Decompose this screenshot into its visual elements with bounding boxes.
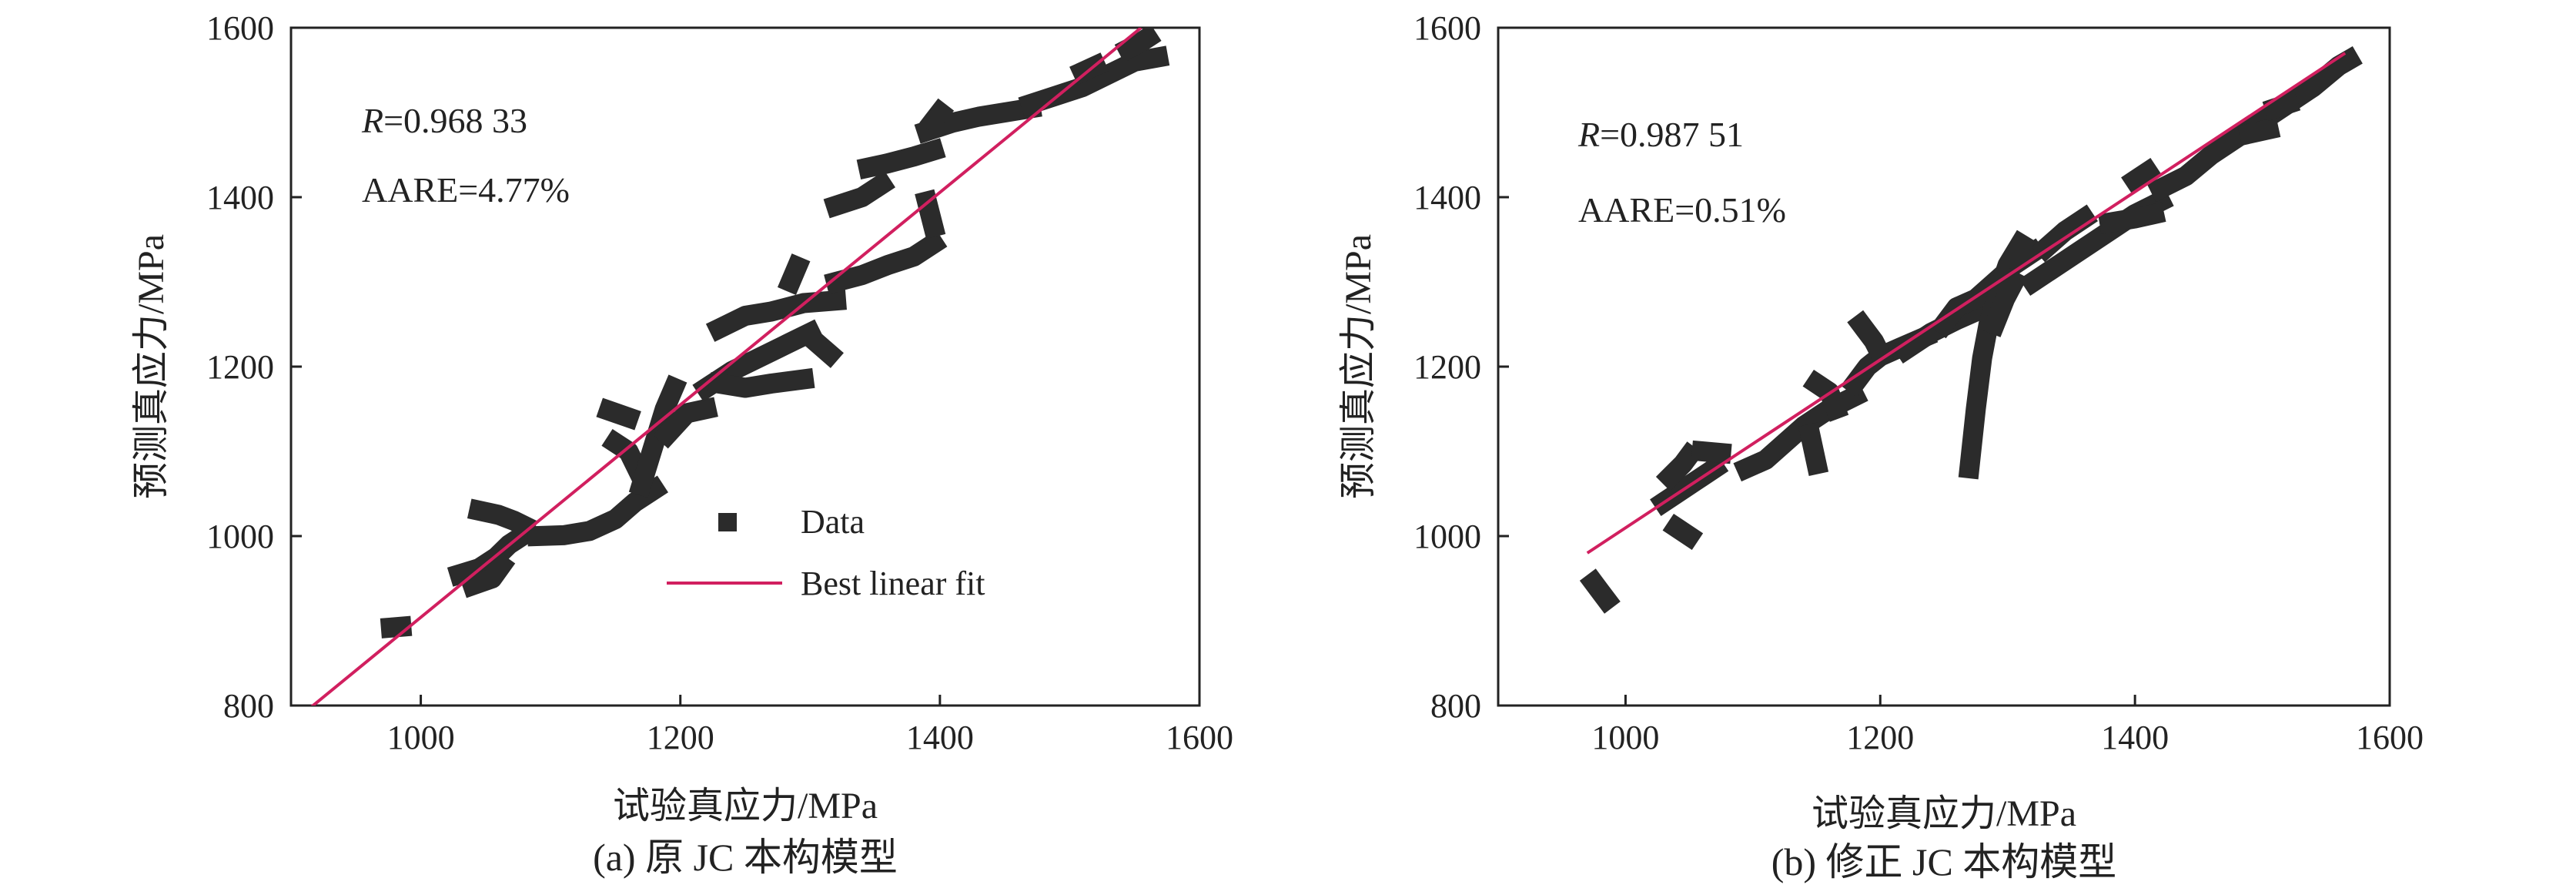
data-band-10: [708, 367, 815, 398]
fit-layer: [310, 28, 1142, 706]
data-band-7: [1798, 422, 1829, 476]
x-tick-label: 1400: [906, 719, 974, 756]
fit-layer: [1586, 52, 2347, 555]
r-value: =0.987 51: [1600, 115, 1744, 154]
y-tick-label: 1200: [1413, 348, 1481, 386]
data-band-2: [1655, 441, 1704, 491]
data-band-18: [914, 96, 1042, 144]
y-tick-label: 1000: [206, 518, 274, 555]
y-tick-label: 1400: [1413, 179, 1481, 216]
y-tick-label: 1400: [206, 179, 274, 216]
data-band-13: [1982, 268, 2028, 337]
panel-caption: (b) 修正 JC 本构模型: [1771, 840, 2117, 883]
aare-label: AARE=0.51%: [1578, 190, 1786, 230]
legend: Data Best linear fit: [667, 503, 985, 602]
data-band-16: [2121, 157, 2162, 195]
aare-label: AARE=4.77%: [362, 170, 570, 210]
data-band-6: [601, 429, 653, 486]
x-axis-title: 试验真应力/MPa: [613, 786, 878, 826]
y-tick-label: 1600: [206, 9, 274, 47]
data-band-8: [653, 397, 718, 449]
data-band-15: [2031, 204, 2099, 263]
data-band-20: [2262, 91, 2301, 121]
data-band-16: [823, 170, 895, 219]
data-band-4: [527, 475, 668, 547]
tick-layer: 1000 1200 1400 1600 800 1000 1200 1400 1600: [206, 9, 1233, 756]
data-band-0: [1579, 568, 1621, 614]
y-axis-title: 预测真应力/MPa: [1338, 234, 1379, 499]
y-tick-label: 1000: [1413, 518, 1481, 555]
x-tick-label: 1600: [1166, 719, 1233, 756]
legend-label-fit: Best linear fit: [801, 565, 985, 602]
x-axis-title: 试验真应力/MPa: [1812, 793, 2076, 834]
data-band-14: [824, 230, 948, 294]
x-tick-label: 1200: [1846, 719, 1914, 756]
data-band-19: [2237, 117, 2281, 146]
x-tick-label: 1000: [1591, 719, 1659, 756]
y-axis-title: 预测真应力/MPa: [131, 234, 172, 499]
data-band-13: [795, 323, 844, 368]
data-layer: [380, 28, 1170, 639]
data-band-3: [1662, 513, 1704, 551]
x-tick-label: 1400: [2101, 719, 2169, 756]
x-tick-label: 1000: [387, 719, 455, 756]
data-band-19: [919, 98, 955, 136]
data-band-17: [856, 138, 946, 179]
x-tick-label: 1600: [2356, 719, 2424, 756]
data-band-15: [915, 189, 946, 240]
data-band-11: [705, 290, 847, 342]
r-symbol: R: [361, 101, 383, 140]
tick-layer: 1000 1200 1400 1600 800 1000 1200 1400 1600: [1413, 9, 2424, 756]
data-band-7: [628, 374, 687, 498]
data-band-5: [596, 397, 641, 431]
data-band-3: [460, 551, 516, 598]
best-fit-line: [1586, 52, 2347, 555]
legend-label-data: Data: [801, 503, 865, 541]
data-band-9: [1847, 310, 1894, 367]
y-tick-label: 800: [1430, 687, 1481, 725]
best-fit-line: [310, 28, 1142, 706]
data-band-17: [2098, 202, 2166, 234]
data-band-21: [1114, 28, 1162, 63]
y-tick-label: 1200: [206, 348, 274, 386]
x-tick-label: 1200: [647, 719, 714, 756]
r-symbol: R: [1577, 115, 1600, 154]
y-tick-label: 1600: [1413, 9, 1481, 47]
panel-caption: (a) 原 JC 本构模型: [593, 836, 898, 879]
chart-panel-a: 1000 1200 1400 1600 800 1000 1200 1400 1600 R=0.…: [131, 9, 1233, 879]
data-band-2: [467, 498, 538, 540]
r-label: R=0.987 51: [1577, 115, 1744, 154]
chart-panel-b: 1000 1200 1400 1600 800 1000 1200 1400 1600 R=0.…: [1338, 9, 2424, 883]
r-value: =0.968 33: [383, 101, 527, 140]
y-tick-label: 800: [223, 687, 274, 725]
data-band-4: [1691, 440, 1732, 464]
data-band-12: [777, 253, 811, 296]
data-band-20: [1018, 45, 1170, 117]
data-band-0: [380, 615, 413, 639]
r-label: R=0.968 33: [361, 101, 527, 140]
legend-marker-data: [718, 513, 737, 531]
